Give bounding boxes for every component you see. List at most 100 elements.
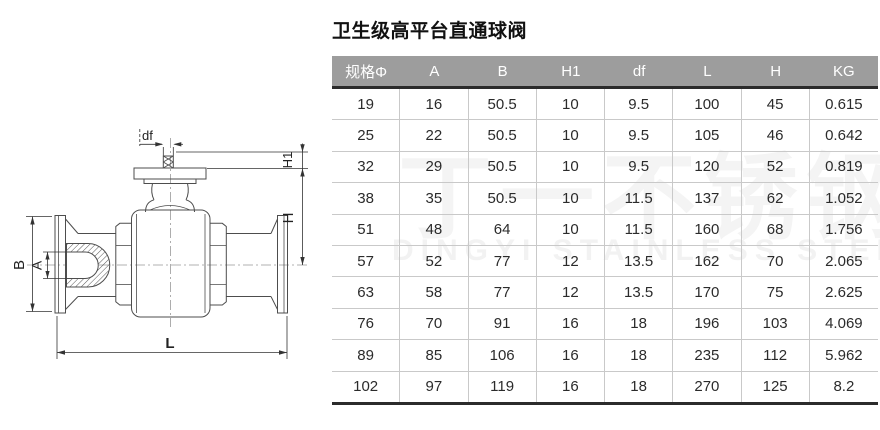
- spec-table: 规格Φ A B H1 df L H KG 19 16 50.5 10 9.5 100 45 0.615 25 2…: [332, 56, 878, 405]
- table-cell: 12: [537, 277, 605, 308]
- valve-neck: [145, 183, 195, 213]
- table-cell: 75: [742, 277, 810, 308]
- table-row: 76 70 91 16 18 196 103 4.069: [332, 308, 878, 341]
- table-cell: 57: [332, 245, 401, 277]
- table-cell: 32: [332, 151, 401, 183]
- table-cell: 11.5: [605, 214, 674, 245]
- table-cell: 10: [537, 183, 605, 214]
- table-cell: 16: [537, 340, 605, 371]
- dim-l: L: [56, 316, 288, 359]
- header-cell: L: [703, 62, 712, 80]
- right-ferrule: [270, 215, 288, 314]
- table-cell: 25: [332, 120, 401, 151]
- table-cell: 85: [400, 340, 469, 371]
- table-cell: 22: [400, 120, 469, 151]
- table-row: 25 22 50.5 10 9.5 105 46 0.642: [332, 120, 878, 152]
- right-hex-nut: [210, 222, 227, 306]
- table-row: 57 52 77 12 13.5 162 70 2.065: [332, 245, 878, 278]
- header-cell: KG: [833, 62, 855, 80]
- table-cell: 125: [742, 371, 810, 402]
- left-hex-nut: [115, 222, 132, 306]
- table-cell: 19: [332, 89, 401, 120]
- table-row: 102 97 119 16 18 270 125 8.2: [332, 371, 878, 405]
- header-cell: H: [770, 62, 782, 80]
- table-cell: 8.2: [833, 378, 855, 396]
- table-cell: 10: [537, 151, 605, 183]
- table-cell: 50.5: [469, 183, 537, 214]
- table-row: 89 85 106 16 18 235 112 5.962: [332, 340, 878, 372]
- table-cell: 120: [673, 151, 742, 183]
- table-cell: 105: [673, 120, 742, 151]
- table-cell: 50.5: [469, 151, 537, 183]
- left-pipe: [78, 233, 116, 297]
- table-cell: 12: [537, 245, 605, 277]
- table-cell: 112: [742, 340, 810, 371]
- table-cell: 4.069: [825, 315, 863, 333]
- table-cell: 1.052: [825, 189, 863, 207]
- table-cell: 2.065: [825, 252, 863, 270]
- table-cell: 10: [537, 120, 605, 151]
- table-cell: 103: [742, 308, 810, 340]
- header-cell: B: [497, 62, 508, 80]
- table-header-row: 规格Φ A B H1 df L H KG: [332, 56, 878, 89]
- header-cell: df: [632, 62, 646, 80]
- table-cell: 11.5: [605, 183, 674, 214]
- table-cell: 29: [400, 151, 469, 183]
- table-cell: 76: [332, 308, 401, 340]
- dim-label-df: df: [142, 128, 153, 143]
- table-cell: 68: [742, 214, 810, 245]
- table-cell: 0.819: [825, 158, 863, 176]
- dim-label-l: L: [165, 335, 174, 352]
- table-cell: 16: [537, 308, 605, 340]
- table-row: 38 35 50.5 10 11.5 137 62 1.052: [332, 183, 878, 215]
- dim-df: df: [139, 128, 183, 156]
- dim-label-h1: H1: [280, 152, 295, 169]
- dim-label-a: A: [29, 260, 45, 270]
- table-cell: 2.625: [825, 284, 863, 302]
- table-cell: 35: [400, 183, 469, 214]
- table-cell: 196: [673, 308, 742, 340]
- page-title: 卫生级高平台直通球阀: [332, 21, 528, 42]
- dim-h1-h: H1 H: [176, 143, 308, 265]
- table-cell: 162: [673, 245, 742, 277]
- table-cell: 9.5: [605, 151, 674, 183]
- table-cell: 51: [332, 214, 401, 245]
- table-cell: 1.756: [825, 221, 863, 239]
- table-cell: 58: [400, 277, 469, 308]
- dim-a: A: [29, 251, 67, 279]
- table-cell: 106: [469, 340, 537, 371]
- valve-dimension-drawing: df H1 H B A L: [11, 128, 308, 359]
- table-body: 19 16 50.5 10 9.5 100 45 0.615 25 22 50.5 10 9.5 105 4…: [332, 89, 878, 405]
- table-cell: 70: [400, 308, 469, 340]
- valve-body: [131, 209, 211, 318]
- table-cell: 70: [742, 245, 810, 277]
- table-row: 32 29 50.5 10 9.5 120 52 0.819: [332, 151, 878, 184]
- table-cell: 160: [673, 214, 742, 245]
- table-cell: 52: [400, 245, 469, 277]
- table-cell: 9.5: [605, 120, 674, 151]
- table-cell: 38: [332, 183, 401, 214]
- header-cell: 规格Φ: [345, 63, 388, 81]
- dim-label-h: H: [280, 213, 297, 224]
- right-pipe: [226, 233, 271, 297]
- table-cell: 16: [537, 371, 605, 402]
- table-cell: 18: [605, 371, 674, 402]
- table-cell: 270: [673, 371, 742, 402]
- table-cell: 62: [742, 183, 810, 214]
- table-cell: 0.615: [825, 95, 863, 113]
- table-cell: 89: [332, 340, 401, 371]
- valve-stem: [162, 155, 174, 169]
- dim-b: B: [11, 216, 52, 312]
- table-cell: 0.642: [825, 127, 863, 145]
- table-row: 51 48 64 10 11.5 160 68 1.756: [332, 214, 878, 246]
- table-cell: 100: [673, 89, 742, 120]
- table-cell: 18: [605, 308, 674, 340]
- table-cell: 13.5: [605, 277, 674, 308]
- table-cell: 5.962: [825, 346, 863, 364]
- table-cell: 102: [332, 371, 401, 402]
- table-cell: 50.5: [469, 89, 537, 120]
- table-cell: 10: [537, 89, 605, 120]
- table-cell: 77: [469, 245, 537, 277]
- table-cell: 10: [537, 214, 605, 245]
